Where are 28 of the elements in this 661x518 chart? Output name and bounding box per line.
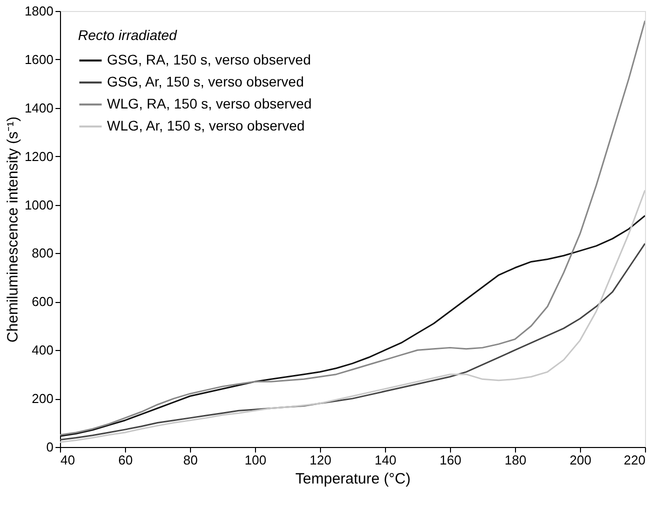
legend-label: GSG, RA, 150 s, verso observed xyxy=(107,52,311,68)
x-tick-label: 160 xyxy=(440,452,462,468)
x-tick-label: 180 xyxy=(504,452,526,468)
x-axis-title: Temperature (°C) xyxy=(295,470,411,488)
y-tick-label: 1200 xyxy=(24,148,54,164)
legend-label: WLG, RA, 150 s, verso observed xyxy=(107,96,312,112)
x-tick-label: 100 xyxy=(244,452,266,468)
y-axis-title: Chemiluminescence intensity (s⁻¹) xyxy=(4,116,22,342)
y-tick-label: 1400 xyxy=(24,100,54,116)
x-tick-label: 80 xyxy=(183,452,198,468)
x-tick-label: 220 xyxy=(624,452,646,468)
y-tick-label: 1600 xyxy=(24,52,54,67)
y-tick-label: 1800 xyxy=(24,4,54,18)
y-tick-label: 1000 xyxy=(24,197,54,212)
y-tick-label: 0 xyxy=(46,440,54,454)
x-tick-label: 200 xyxy=(570,452,592,468)
legend-label: GSG, Ar, 150 s, verso observed xyxy=(107,74,304,90)
y-tick-label: 800 xyxy=(32,246,54,261)
x-tick-label: 120 xyxy=(310,452,332,468)
legend-title: Recto irradiated xyxy=(78,27,178,43)
line-series xyxy=(60,20,645,436)
y-tick-label: 400 xyxy=(32,342,54,358)
y-tick-label: 200 xyxy=(32,391,54,406)
x-tick-label: 40 xyxy=(60,452,75,468)
y-tick-label: 600 xyxy=(32,294,54,310)
legend-label: WLG, Ar, 150 s, verso observed xyxy=(107,118,305,134)
x-tick-label: 140 xyxy=(374,452,396,468)
x-tick-label: 60 xyxy=(118,452,133,468)
